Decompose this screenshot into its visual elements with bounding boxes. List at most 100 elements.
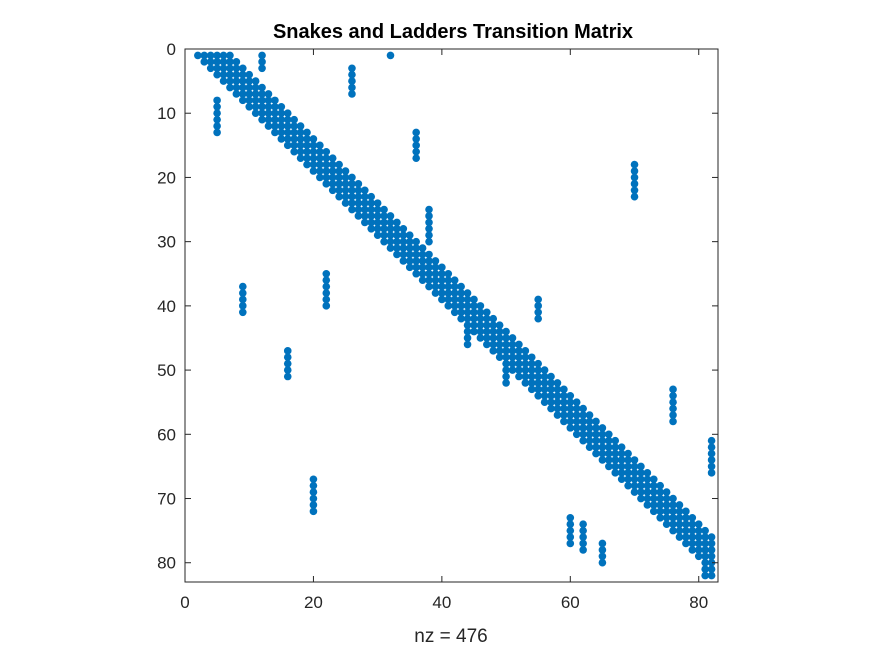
nonzero-point [579, 430, 587, 439]
nonzero-point [206, 51, 215, 60]
nonzero-point [296, 154, 305, 162]
nonzero-point [239, 302, 247, 310]
nonzero-point [637, 481, 645, 490]
nonzero-point [463, 289, 472, 297]
nonzero-point [277, 122, 286, 130]
nonzero-point [328, 180, 337, 188]
nonzero-point [649, 488, 658, 496]
nonzero-point [617, 475, 626, 484]
nonzero-point [386, 218, 395, 227]
nonzero-point [598, 558, 607, 567]
nonzero-point [316, 141, 324, 150]
nonzero-point [489, 321, 498, 329]
nonzero-point [290, 141, 298, 150]
nonzero-point [495, 353, 504, 362]
nonzero-point [258, 103, 266, 111]
nonzero-point [361, 199, 369, 207]
nonzero-point [643, 488, 652, 496]
nonzero-point [534, 314, 542, 323]
nonzero-point [669, 507, 677, 516]
nonzero-point [399, 257, 408, 265]
nonzero-point [200, 58, 209, 66]
nonzero-point [239, 90, 247, 98]
nonzero-point [322, 154, 331, 162]
nonzero-point [316, 173, 324, 182]
nonzero-point [354, 212, 363, 220]
nonzero-point [694, 552, 703, 561]
nonzero-point [688, 513, 697, 522]
nonzero-point [611, 443, 620, 451]
nonzero-point [656, 507, 664, 516]
nonzero-point [438, 263, 446, 272]
nonzero-point [707, 443, 716, 451]
axis-ticks: 0 20 40 60 80 0 10 20 30 40 50 60 70 80 [157, 40, 718, 612]
nonzero-point [502, 359, 510, 368]
nonzero-point [393, 218, 401, 227]
nonzero-point [316, 160, 324, 169]
nonzero-point [592, 449, 600, 458]
nonzero-point [649, 507, 658, 516]
nonzero-point [527, 372, 536, 381]
nonzero-point [367, 192, 376, 201]
nonzero-point [682, 507, 690, 516]
nonzero-point [701, 558, 709, 567]
nonzero-point [669, 501, 677, 509]
nonzero-point [348, 83, 356, 92]
nonzero-point [425, 237, 433, 246]
nonzero-point [662, 507, 671, 516]
nonzero-point [508, 366, 517, 374]
nonzero-point [418, 263, 427, 272]
nonzero-point [560, 398, 568, 406]
nonzero-point [412, 250, 420, 259]
nonzero-point [566, 513, 575, 522]
nonzero-point [656, 513, 664, 522]
nonzero-point [399, 225, 408, 233]
nonzero-point [251, 90, 260, 98]
nonzero-point [534, 379, 542, 387]
nonzero-point [418, 257, 427, 265]
nonzero-point [438, 282, 446, 291]
nonzero-point [502, 347, 510, 355]
nonzero-point [643, 469, 652, 477]
nonzero-point [213, 96, 221, 105]
nonzero-point [662, 520, 671, 528]
nonzero-point [431, 269, 440, 278]
nonzero-point [534, 385, 542, 394]
nonzero-point [412, 263, 420, 272]
nonzero-point [534, 366, 542, 374]
nonzero-point [444, 282, 453, 291]
nonzero-point [630, 481, 639, 490]
nonzero-point [476, 334, 485, 342]
nonzero-point [258, 58, 266, 66]
nonzero-point [258, 90, 266, 98]
plot-area: 0 20 40 60 80 0 10 20 30 40 50 60 70 80 [157, 40, 719, 612]
nonzero-point [425, 212, 433, 220]
nonzero-point [239, 295, 247, 304]
nonzero-point [476, 302, 485, 310]
nonzero-point [489, 340, 498, 349]
nonzero-point [707, 449, 716, 458]
nonzero-point [502, 372, 510, 381]
nonzero-point [373, 231, 382, 240]
nonzero-point [707, 469, 716, 477]
y-tick-label: 50 [157, 361, 176, 380]
y-tick-label: 0 [167, 40, 176, 59]
nonzero-point [264, 103, 273, 111]
nonzero-point [380, 212, 388, 220]
nonzero-point [579, 404, 587, 413]
nonzero-point [309, 494, 318, 503]
nonzero-point [239, 64, 247, 73]
nonzero-point [412, 135, 420, 143]
nonzero-point [206, 58, 215, 66]
nonzero-point [303, 141, 311, 150]
nonzero-point [335, 160, 343, 169]
nonzero-point [521, 353, 530, 362]
nonzero-point [701, 565, 709, 573]
nonzero-point [232, 90, 241, 98]
nonzero-point [572, 411, 581, 419]
nonzero-point [566, 539, 575, 548]
nonzero-point [251, 96, 260, 105]
nonzero-point [213, 115, 221, 124]
nonzero-point [566, 391, 575, 400]
nonzero-point [296, 141, 305, 150]
